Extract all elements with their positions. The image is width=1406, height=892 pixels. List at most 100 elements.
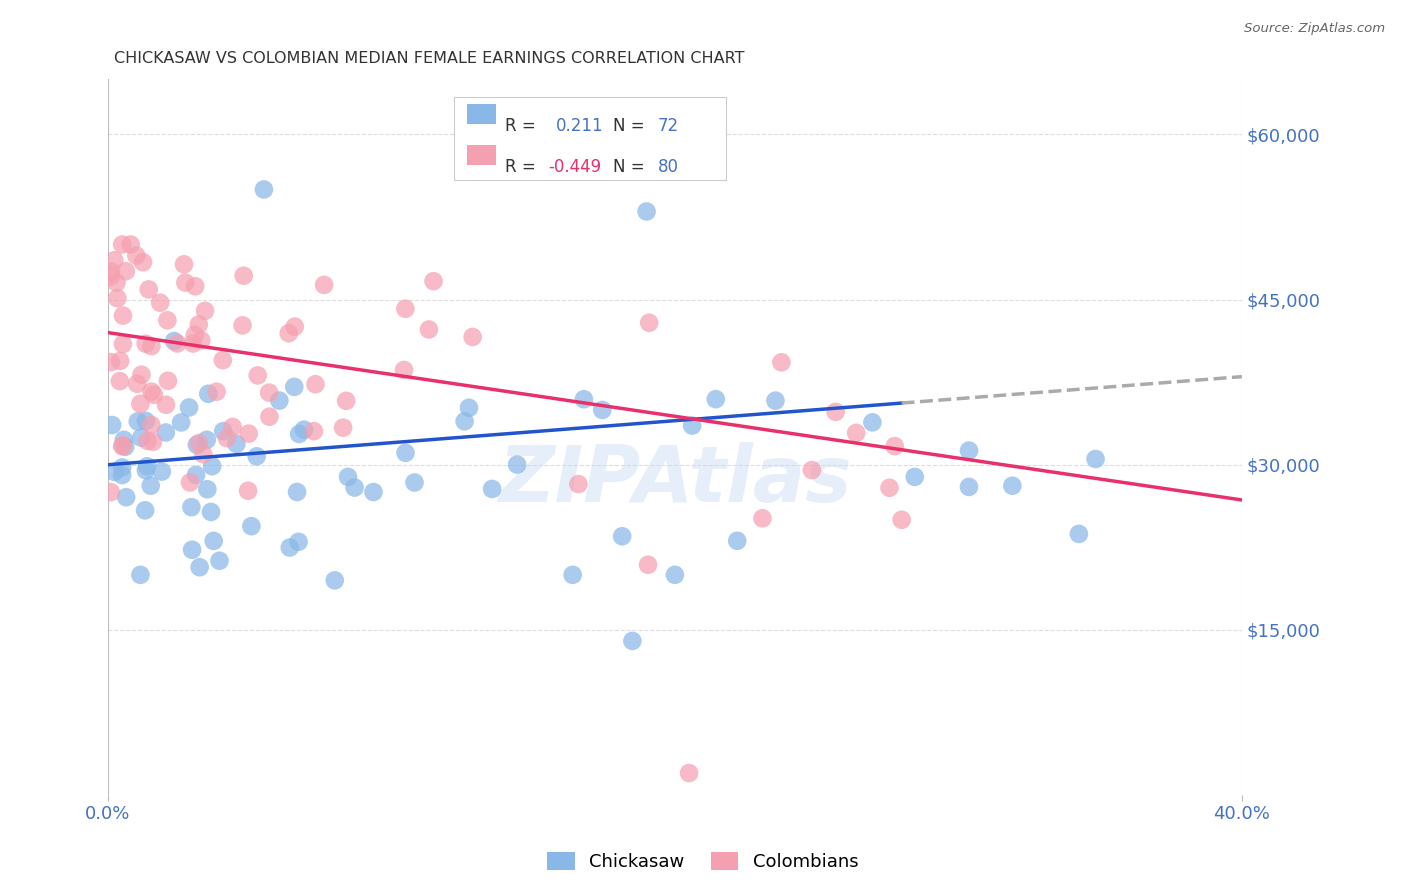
- Text: Source: ZipAtlas.com: Source: ZipAtlas.com: [1244, 22, 1385, 36]
- Point: [201, 459, 224, 474]
- Point: [363, 485, 385, 500]
- Point: [957, 480, 980, 494]
- Point: [225, 437, 247, 451]
- Point: [142, 388, 165, 402]
- Point: [136, 434, 159, 448]
- Point: [392, 363, 415, 377]
- Point: [257, 385, 280, 400]
- Point: [664, 567, 686, 582]
- Point: [285, 485, 308, 500]
- Point: [1001, 479, 1024, 493]
- Point: [621, 634, 644, 648]
- Point: [141, 384, 163, 399]
- Point: [138, 282, 160, 296]
- Point: [481, 482, 503, 496]
- Point: [136, 459, 159, 474]
- Point: [149, 295, 172, 310]
- Point: [195, 482, 218, 496]
- Point: [105, 276, 128, 290]
- Point: [612, 529, 634, 543]
- Point: [292, 423, 315, 437]
- Point: [453, 414, 475, 428]
- Point: [572, 392, 595, 407]
- Point: [253, 182, 276, 196]
- Point: [188, 436, 211, 450]
- Point: [179, 475, 201, 490]
- Point: [335, 393, 357, 408]
- Text: ZIPAtlas: ZIPAtlas: [498, 442, 852, 518]
- Point: [404, 475, 426, 490]
- Point: [108, 374, 131, 388]
- Point: [418, 322, 440, 336]
- Point: [134, 503, 156, 517]
- Point: [127, 376, 149, 391]
- Point: [283, 380, 305, 394]
- Point: [120, 237, 142, 252]
- Point: [461, 330, 484, 344]
- Point: [278, 541, 301, 555]
- Point: [458, 401, 481, 415]
- Text: N =: N =: [613, 117, 650, 136]
- Point: [141, 417, 163, 432]
- Bar: [467, 145, 496, 165]
- Point: [111, 468, 134, 483]
- Point: [115, 264, 138, 278]
- Point: [111, 460, 134, 475]
- Point: [277, 326, 299, 341]
- Point: [678, 766, 700, 780]
- Point: [193, 447, 215, 461]
- Point: [135, 414, 157, 428]
- Point: [112, 433, 135, 447]
- Point: [155, 398, 177, 412]
- Point: [561, 567, 583, 582]
- Point: [129, 397, 152, 411]
- Point: [957, 443, 980, 458]
- Point: [638, 316, 661, 330]
- Point: [186, 438, 208, 452]
- Point: [195, 433, 218, 447]
- Text: 0.211: 0.211: [555, 117, 603, 136]
- Point: [156, 374, 179, 388]
- Point: [166, 336, 188, 351]
- Point: [181, 336, 204, 351]
- Point: [132, 255, 155, 269]
- Point: [103, 465, 125, 479]
- Point: [142, 434, 165, 449]
- Point: [156, 313, 179, 327]
- Point: [765, 393, 787, 408]
- Point: [343, 481, 366, 495]
- Text: 72: 72: [658, 117, 679, 136]
- Point: [194, 303, 217, 318]
- Point: [284, 319, 307, 334]
- Point: [135, 463, 157, 477]
- Point: [232, 268, 254, 283]
- Point: [131, 368, 153, 382]
- Point: [904, 470, 927, 484]
- Point: [1067, 527, 1090, 541]
- Point: [111, 439, 134, 453]
- Point: [114, 440, 136, 454]
- Point: [337, 470, 360, 484]
- Point: [200, 505, 222, 519]
- Point: [240, 519, 263, 533]
- Point: [637, 558, 659, 572]
- Point: [163, 334, 186, 348]
- Point: [751, 511, 773, 525]
- Point: [314, 277, 336, 292]
- Point: [704, 392, 727, 406]
- Point: [202, 533, 225, 548]
- Point: [246, 368, 269, 383]
- Point: [184, 327, 207, 342]
- Point: [187, 318, 209, 332]
- Point: [108, 354, 131, 368]
- Point: [506, 458, 529, 472]
- Point: [800, 463, 823, 477]
- Point: [238, 426, 260, 441]
- Point: [177, 401, 200, 415]
- Point: [174, 276, 197, 290]
- Point: [770, 355, 793, 369]
- Point: [173, 257, 195, 271]
- Point: [155, 425, 177, 440]
- Point: [232, 318, 254, 333]
- Point: [681, 418, 703, 433]
